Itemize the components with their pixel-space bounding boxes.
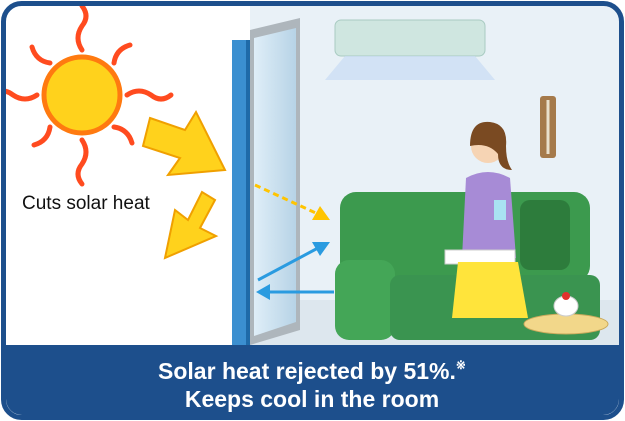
reflected-heat-arrow [163, 190, 219, 260]
woman-hair [470, 121, 512, 170]
woman-shirt [462, 172, 516, 258]
caption-line-2: Keeps cool in the room [185, 386, 439, 412]
note-mark: ※ [456, 358, 466, 372]
window-edge [246, 40, 250, 345]
label: Cuts solar heat [22, 193, 151, 214]
sun-rays [6, 6, 174, 187]
cool-air [325, 56, 495, 80]
glass-cup [494, 200, 506, 220]
sun [41, 54, 123, 136]
caption-band [6, 345, 619, 415]
cool-arrow-in [257, 246, 319, 282]
cushion [520, 200, 570, 270]
woman-skirt [452, 262, 528, 318]
book [444, 249, 516, 265]
caption-text: Solar heat rejected by 51%. [158, 358, 456, 384]
window-film [232, 40, 250, 345]
caption-line-1: Solar heat rejected by 51%.※ [158, 358, 466, 384]
side-table [523, 313, 609, 335]
cool-arrow-back-head [256, 284, 270, 300]
window-glass [254, 28, 296, 336]
passing-heat-line [254, 183, 319, 216]
sofa-arm [335, 260, 395, 340]
cool-arrow-in-head [312, 242, 330, 256]
incoming-heat-arrow [141, 109, 227, 177]
passing-heat-head [312, 206, 330, 220]
air-conditioner [334, 19, 486, 57]
cherry [562, 292, 570, 300]
